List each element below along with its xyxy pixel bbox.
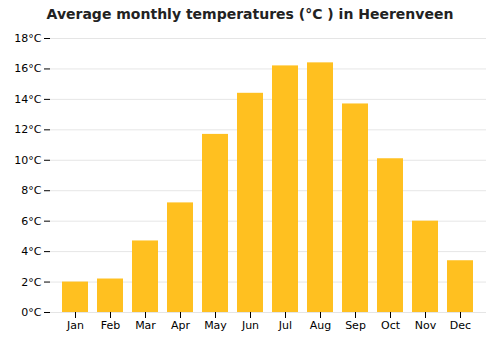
svg-text:Dec: Dec [450, 319, 471, 332]
svg-text:Mar: Mar [135, 319, 156, 332]
svg-text:Apr: Apr [171, 319, 191, 332]
svg-text:0°C: 0°C [21, 306, 41, 319]
svg-text:Oct: Oct [381, 319, 401, 332]
svg-text:Jul: Jul [278, 319, 292, 332]
svg-text:10°C: 10°C [14, 154, 41, 167]
svg-text:Feb: Feb [101, 319, 120, 332]
svg-text:14°C: 14°C [14, 93, 41, 106]
svg-text:12°C: 12°C [14, 123, 41, 136]
svg-text:6°C: 6°C [21, 215, 41, 228]
svg-text:Aug: Aug [310, 319, 331, 332]
svg-text:Jun: Jun [241, 319, 259, 332]
html-text:Average monthly temperatures (: Average monthly temperatures (°C ) in He… [46, 6, 454, 22]
svg-text:Nov: Nov [415, 319, 437, 332]
svg-text:May: May [204, 319, 227, 332]
svg-text:16°C: 16°C [14, 62, 41, 75]
svg-text:Jan: Jan [66, 319, 84, 332]
svg-text:Sep: Sep [345, 319, 366, 332]
svg-text:18°C: 18°C [14, 32, 41, 45]
svg-text:8°C: 8°C [21, 184, 41, 197]
svg-text:4°C: 4°C [21, 245, 41, 258]
svg-text:2°C: 2°C [21, 276, 41, 289]
